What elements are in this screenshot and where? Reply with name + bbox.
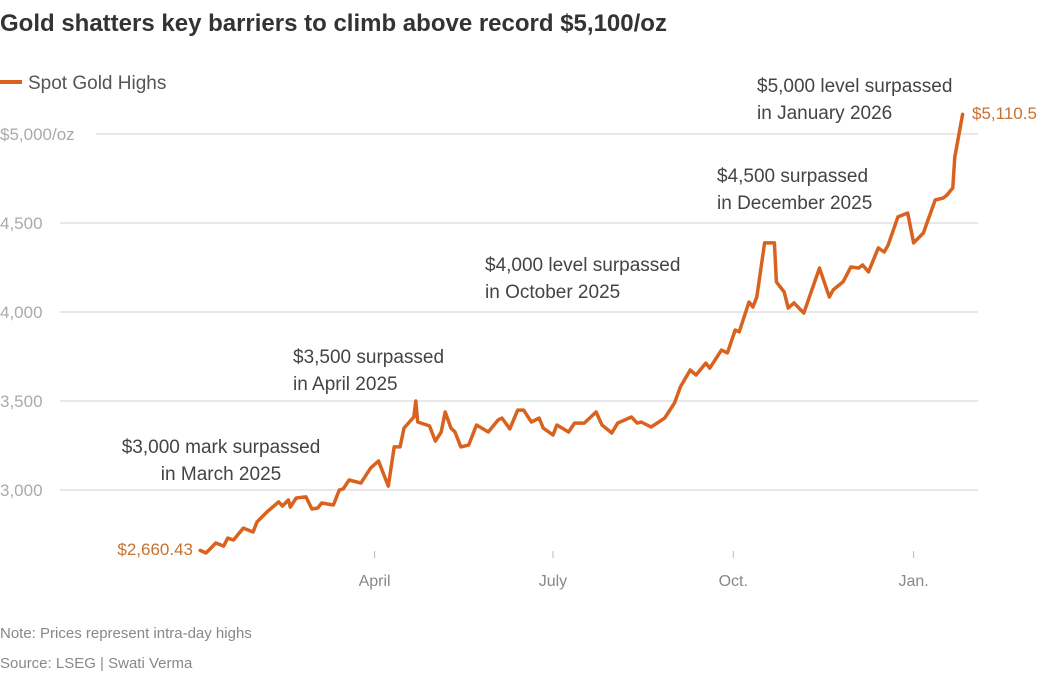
chart-title: Gold shatters key barriers to climb abov… [0,10,667,37]
chart-note: Note: Prices represent intra-day highs [0,625,252,642]
annotation-5000-line1: $5,000 level surpassed [757,76,952,97]
y-tick-label: $5,000/oz [0,125,75,144]
y-tick-label: 4,000 [0,303,43,322]
x-axis-ticks: April July Oct. Jan. [359,551,929,590]
x-tick-label: Oct. [719,573,748,590]
annotation-5000-line2: in January 2026 [757,103,892,124]
y-axis-ticks: $5,000/oz 4,500 4,000 3,500 3,000 [0,125,75,500]
annotation-4500-line2: in December 2025 [717,193,872,214]
legend: Spot Gold Highs [0,73,166,94]
x-tick-label: Jan. [898,573,928,590]
annotation-4500-line1: $4,500 surpassed [717,166,868,187]
series-line-spot-gold-highs [198,112,965,555]
y-tick-label: 3,500 [0,392,43,411]
start-value-label: $2,660.43 [117,540,193,559]
chart-source: Source: LSEG | Swati Verma [0,655,193,672]
x-tick-label: July [539,573,567,590]
annotations: $3,000 mark surpassed in March 2025 $3,5… [122,76,953,485]
end-value-label: $5,110.5 [972,104,1037,123]
y-gridlines [60,133,978,491]
y-tick-label: 4,500 [0,214,43,233]
annotation-4000-line1: $4,000 level surpassed [485,255,680,276]
y-tick-label: 3,000 [0,481,43,500]
annotation-3500-line2: in April 2025 [293,374,398,395]
legend-label: Spot Gold Highs [28,73,166,94]
annotation-3500-line1: $3,500 surpassed [293,347,444,368]
x-tick-label: April [359,573,391,590]
series-points [200,114,963,554]
annotation-3000-line1: $3,000 mark surpassed [122,437,321,458]
annotation-3000-line2: in March 2025 [161,464,281,485]
annotation-4000-line2: in October 2025 [485,282,620,303]
